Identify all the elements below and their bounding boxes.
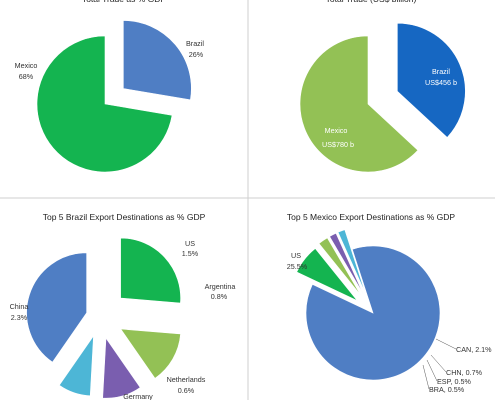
leader-line [426,359,438,382]
chart-title: Total Trade (US$ billion) [326,0,417,4]
pie-slice-netherlands [102,337,141,399]
pie-slice-germany [58,334,94,397]
slice-label-separator: , [444,385,448,394]
pie-slice-esp [329,232,364,295]
slice-label-china: China [10,302,29,311]
pie-slice-china [26,252,87,363]
chart-title: Top 5 Brazil Export Destinations as % GD… [43,212,206,222]
slice-label-chn: CHN, 0.7% [446,368,483,377]
slice-value-mexico: 68% [19,72,34,81]
slice-label-esp: ESP, 0.5% [437,377,471,386]
pie-chart-3 [26,237,181,399]
slice-label-netherlands: Netherlands [167,375,206,384]
pie-chart-1 [36,20,192,173]
pie-slice-us [305,245,441,381]
pie-slice-brazil [397,22,466,138]
chart-title: Total Trade as % GDP [82,0,166,4]
leader-line [430,354,447,373]
slice-value-china: 2.3% [11,313,28,322]
slice-label-value: 2.1% [475,345,492,354]
slice-label-mexico: Mexico [325,126,348,135]
pie-slice-can [296,248,358,301]
pie-slice-mexico [299,35,419,173]
slice-label-bra: BRA, 0.5% [429,385,465,394]
leader-line [422,364,430,390]
slice-label-value: 0.5% [454,377,471,386]
slice-label-us: US [185,239,195,248]
slice-value-argentina: 0.8% [211,292,228,301]
slice-label-separator: , [450,377,454,386]
slice-label-germany: Germany [123,392,153,400]
pie-chart-4 [296,229,441,381]
slice-label-name: CAN [456,345,471,354]
pie-slice-mexico [36,35,173,173]
pie-slice-brazil [123,20,192,101]
slice-label-separator: , [462,368,466,377]
slice-value-us: 1.5% [182,249,199,258]
slice-value-us: 25.5% [287,262,308,271]
pie-slice-us [120,237,181,304]
slice-value-brazil: US$456 b [425,78,457,87]
pie-slice-chn [318,237,362,296]
leader-line [435,338,457,350]
slice-label-name: BRA [429,385,444,394]
slice-label-value: 0.7% [466,368,483,377]
slice-label-separator: , [471,345,475,354]
slice-label-mexico: Mexico [15,61,38,70]
slice-label-brazil: Brazil [186,39,204,48]
pie-chart-2 [299,22,466,173]
slice-label-can: CAN, 2.1% [456,345,492,354]
pie-slice-bra [337,229,366,294]
pie-slice-argentina [120,328,181,379]
slice-label-value: 0.5% [448,385,465,394]
slice-value-brazil: 26% [189,50,204,59]
slice-label-us: US [291,251,301,260]
slice-label-brazil: Brazil [432,67,450,76]
slice-value-mexico: US$780 b [322,140,354,149]
slice-label-name: CHN [446,368,462,377]
slice-label-name: ESP [437,377,452,386]
slice-value-netherlands: 0.6% [178,386,195,395]
slice-label-argentina: Argentina [205,282,236,291]
chart-title: Top 5 Mexico Export Destinations as % GD… [287,212,456,222]
